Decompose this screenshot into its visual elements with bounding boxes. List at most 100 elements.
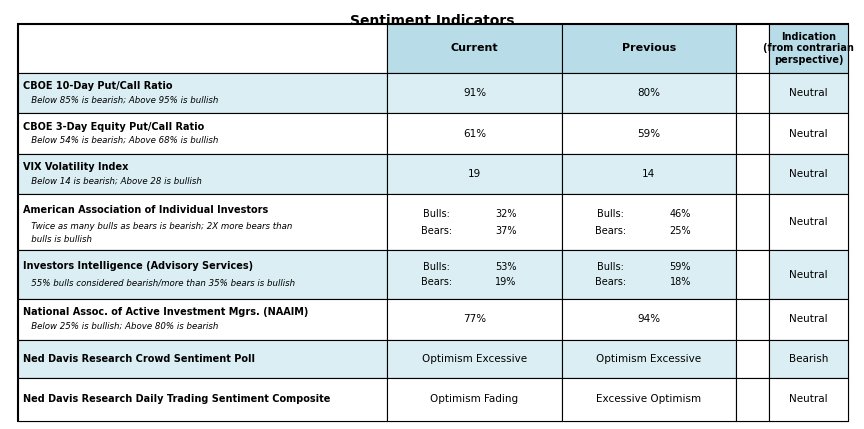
Bar xyxy=(387,250,562,299)
Bar xyxy=(769,339,848,378)
Text: Investors Intelligence (Advisory Services): Investors Intelligence (Advisory Service… xyxy=(23,261,253,271)
Text: 55% bulls considered bearish/more than 35% bears is bullish: 55% bulls considered bearish/more than 3… xyxy=(23,278,295,287)
Text: Bulls:: Bulls: xyxy=(597,262,624,272)
Bar xyxy=(769,154,848,194)
Text: Below 14 is bearish; Above 28 is bullish: Below 14 is bearish; Above 28 is bullish xyxy=(23,176,202,185)
Text: 32%: 32% xyxy=(495,209,517,219)
Bar xyxy=(387,194,562,250)
Text: CBOE 10-Day Put/Call Ratio: CBOE 10-Day Put/Call Ratio xyxy=(23,81,173,91)
Text: Neutral: Neutral xyxy=(789,395,828,405)
Bar xyxy=(562,113,736,154)
Text: 14: 14 xyxy=(642,169,656,179)
Bar xyxy=(736,250,769,299)
Text: 37%: 37% xyxy=(495,226,517,236)
Text: 77%: 77% xyxy=(463,314,486,324)
Bar xyxy=(736,194,769,250)
Bar xyxy=(387,113,562,154)
Bar xyxy=(769,24,848,73)
Text: Below 54% is bearish; Above 68% is bullish: Below 54% is bearish; Above 68% is bulli… xyxy=(23,136,219,145)
Text: 59%: 59% xyxy=(670,262,691,272)
Bar xyxy=(562,378,736,421)
Bar xyxy=(18,24,387,73)
Text: CBOE 3-Day Equity Put/Call Ratio: CBOE 3-Day Equity Put/Call Ratio xyxy=(23,122,204,132)
Text: Ned Davis Research Daily Trading Sentiment Composite: Ned Davis Research Daily Trading Sentime… xyxy=(23,395,330,405)
Bar xyxy=(18,73,387,113)
Bar xyxy=(18,194,387,250)
Bar xyxy=(387,299,562,339)
Text: 25%: 25% xyxy=(670,226,691,236)
Bar xyxy=(18,250,387,299)
Text: Bearish: Bearish xyxy=(789,354,829,364)
Text: Bears:: Bears: xyxy=(421,226,452,236)
Text: 61%: 61% xyxy=(463,129,486,139)
Text: Twice as many bulls as bears is bearish; 2X more bears than: Twice as many bulls as bears is bearish;… xyxy=(23,222,292,231)
Bar xyxy=(769,194,848,250)
Bar xyxy=(562,73,736,113)
Bar xyxy=(562,250,736,299)
Bar xyxy=(562,24,736,73)
Text: Neutral: Neutral xyxy=(789,314,828,324)
Bar xyxy=(562,339,736,378)
Text: Current: Current xyxy=(451,43,499,53)
Bar xyxy=(736,24,769,73)
Text: Optimism Fading: Optimism Fading xyxy=(430,395,518,405)
Text: Bulls:: Bulls: xyxy=(597,209,624,219)
Text: 19%: 19% xyxy=(495,277,517,287)
Bar xyxy=(387,154,562,194)
Text: Neutral: Neutral xyxy=(789,218,828,227)
Text: Optimism Excessive: Optimism Excessive xyxy=(596,354,702,364)
Text: Indication
(from contrarian
perspective): Indication (from contrarian perspective) xyxy=(763,32,854,65)
Text: Neutral: Neutral xyxy=(789,269,828,280)
Text: Bears:: Bears: xyxy=(421,277,452,287)
Bar xyxy=(736,73,769,113)
Bar xyxy=(769,73,848,113)
Text: Excessive Optimism: Excessive Optimism xyxy=(596,395,702,405)
Bar xyxy=(18,299,387,339)
Text: 91%: 91% xyxy=(463,88,486,98)
Bar xyxy=(736,154,769,194)
Text: 53%: 53% xyxy=(495,262,517,272)
Text: Bears:: Bears: xyxy=(595,226,626,236)
Bar xyxy=(18,339,387,378)
Bar xyxy=(736,339,769,378)
Text: 80%: 80% xyxy=(638,88,660,98)
Text: Below 25% is bullish; Above 80% is bearish: Below 25% is bullish; Above 80% is beari… xyxy=(23,322,219,331)
Text: 18%: 18% xyxy=(670,277,691,287)
Text: bulls is bullish: bulls is bullish xyxy=(23,235,92,244)
Text: Optimism Excessive: Optimism Excessive xyxy=(422,354,527,364)
Text: 46%: 46% xyxy=(670,209,691,219)
Text: VIX Volatility Index: VIX Volatility Index xyxy=(23,162,129,172)
Bar xyxy=(562,194,736,250)
Bar xyxy=(387,73,562,113)
Bar xyxy=(769,299,848,339)
Bar xyxy=(562,154,736,194)
Bar xyxy=(387,378,562,421)
Text: 19: 19 xyxy=(468,169,481,179)
Bar xyxy=(736,299,769,339)
Bar xyxy=(736,378,769,421)
Text: Ned Davis Research Crowd Sentiment Poll: Ned Davis Research Crowd Sentiment Poll xyxy=(23,354,255,364)
Text: 94%: 94% xyxy=(638,314,660,324)
Text: Below 85% is bearish; Above 95% is bullish: Below 85% is bearish; Above 95% is bulli… xyxy=(23,95,219,104)
Text: Sentiment Indicators: Sentiment Indicators xyxy=(350,14,514,28)
Text: Bears:: Bears: xyxy=(595,277,626,287)
Bar xyxy=(562,299,736,339)
Text: Neutral: Neutral xyxy=(789,129,828,139)
Bar xyxy=(18,113,387,154)
Text: Bulls:: Bulls: xyxy=(422,262,449,272)
Text: American Association of Individual Investors: American Association of Individual Inves… xyxy=(23,205,268,215)
Text: Neutral: Neutral xyxy=(789,169,828,179)
Bar xyxy=(387,339,562,378)
Bar xyxy=(769,113,848,154)
Text: Bulls:: Bulls: xyxy=(422,209,449,219)
Bar xyxy=(387,24,562,73)
Bar xyxy=(18,378,387,421)
Bar xyxy=(769,250,848,299)
Text: 59%: 59% xyxy=(638,129,660,139)
Text: National Assoc. of Active Investment Mgrs. (NAAIM): National Assoc. of Active Investment Mgr… xyxy=(23,308,308,317)
Text: Previous: Previous xyxy=(622,43,676,53)
Bar xyxy=(736,113,769,154)
Bar xyxy=(18,154,387,194)
Text: Neutral: Neutral xyxy=(789,88,828,98)
Bar xyxy=(769,378,848,421)
